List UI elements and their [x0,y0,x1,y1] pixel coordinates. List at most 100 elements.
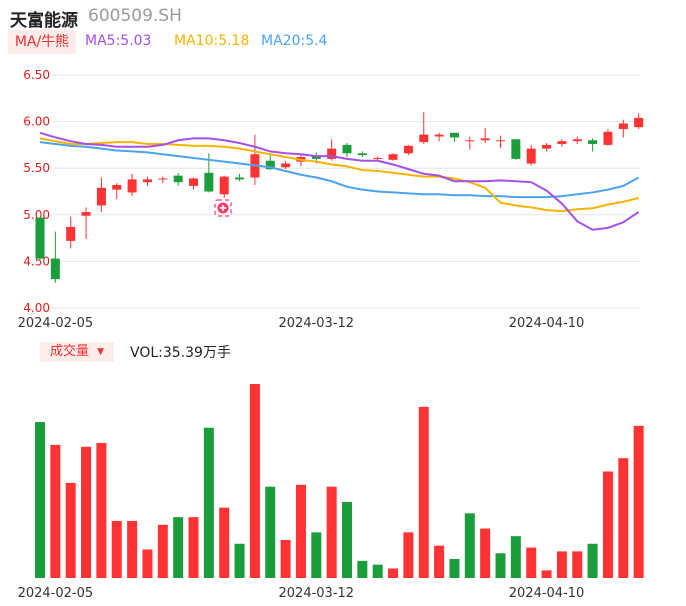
volume-bar [81,446,92,578]
candle-body [618,123,628,130]
ma20-line [39,141,640,199]
volume-bar [480,528,491,578]
price-axis-ticks: 6.506.005.505.004.504.00 [23,68,50,315]
volume-bar [265,486,276,578]
candle-body [634,117,644,128]
volume-bar [127,520,138,578]
candle-body [373,157,383,159]
candle-body [327,148,337,159]
stock-code: 600509.SH [88,6,182,26]
volume-bar [142,549,153,578]
candle-body [204,172,214,192]
volume-bar [510,536,521,578]
volume-bar [602,471,613,578]
candle-body [557,141,567,144]
x-tick-label: 2024-04-10 [509,586,585,601]
candle-body [388,154,398,160]
candle-body [526,148,536,164]
ma10-label: MA10:5.18 [174,33,250,49]
volume-bar [326,486,337,578]
volume-bar [249,384,260,578]
volume-bar [388,568,399,578]
candle-body [449,132,459,138]
stock-name: 天富能源 [10,11,78,31]
volume-bar [449,558,460,578]
candle-body [496,140,505,142]
volume-bar [295,484,306,578]
y-tick-label: 6.50 [23,68,50,82]
ma10-line [39,137,639,213]
volume-bar [35,422,45,578]
y-tick-label: 4.00 [23,301,50,315]
candle-body [112,184,122,190]
volume-bar [464,513,475,578]
candle-body [342,144,352,154]
candle-body [542,144,552,149]
event-marker-icon[interactable] [214,199,232,217]
candle-body [158,178,168,180]
candle-body [35,217,45,259]
volume-bar [280,539,291,578]
candle-body [603,131,613,145]
candle-body [219,176,229,195]
x-tick-label: 2024-02-05 [18,586,94,601]
volume-bar [188,517,199,578]
ma20-label: MA20:5.4 [261,33,328,49]
volume-bar [96,442,107,578]
candle-body [465,140,475,142]
y-tick-label: 5.50 [23,161,50,175]
ma-toggle-button[interactable]: MA/牛熊 [8,30,76,54]
volume-bar [526,547,537,578]
volume-bar [203,427,214,578]
volume-bar [618,458,629,578]
candle-body [173,175,183,183]
chevron-down-icon: ▼ [97,347,104,357]
volume-bar [234,543,245,578]
volume-bar [556,551,567,578]
volume-bar [633,425,644,578]
volume-bar [357,560,368,578]
price-grid [52,74,640,309]
candle-body [50,258,60,280]
volume-bar [342,501,352,578]
candle-body [127,179,137,193]
candle-body [142,179,152,183]
volume-bar [65,482,76,578]
volume-indicator-button[interactable]: 成交量 ▼ [40,342,114,362]
candlestick-series [35,112,644,283]
x-tick-label: 2024-04-10 [509,316,585,331]
volume-bar [173,517,184,578]
volume-bar [50,444,61,578]
volume-bars [35,384,644,578]
candle-body [511,139,521,159]
x-tick-label: 2024-02-05 [18,316,94,331]
volume-bar [157,524,168,578]
candle-body [588,140,598,144]
volume-bar [372,564,383,578]
x-tick-label: 2024-03-12 [279,316,355,331]
volume-bar [311,532,322,578]
candle-body [189,178,198,186]
candle-body [480,138,490,141]
candle-body [81,212,91,216]
candle-body [357,153,367,156]
candle-body [311,156,321,159]
candle-body [434,134,444,137]
x-tick-label: 2024-03-12 [279,586,355,601]
candle-body [265,160,275,170]
volume-bar [111,520,122,578]
ma5-line [39,131,640,231]
volume-bar [418,406,429,578]
ma5-label: MA5:5.03 [85,33,152,49]
candle-body [66,226,76,241]
candle-body [235,177,245,180]
candle-body [403,145,413,154]
moving-average-lines [39,131,640,231]
volume-bar [434,545,445,578]
volume-bar [495,553,506,578]
volume-bar [403,532,414,578]
price-x-axis-ticks: 2024-02-05 2024-03-12 2024-04-10 [18,316,585,331]
volume-bar [587,543,598,578]
volume-bar [219,507,230,578]
